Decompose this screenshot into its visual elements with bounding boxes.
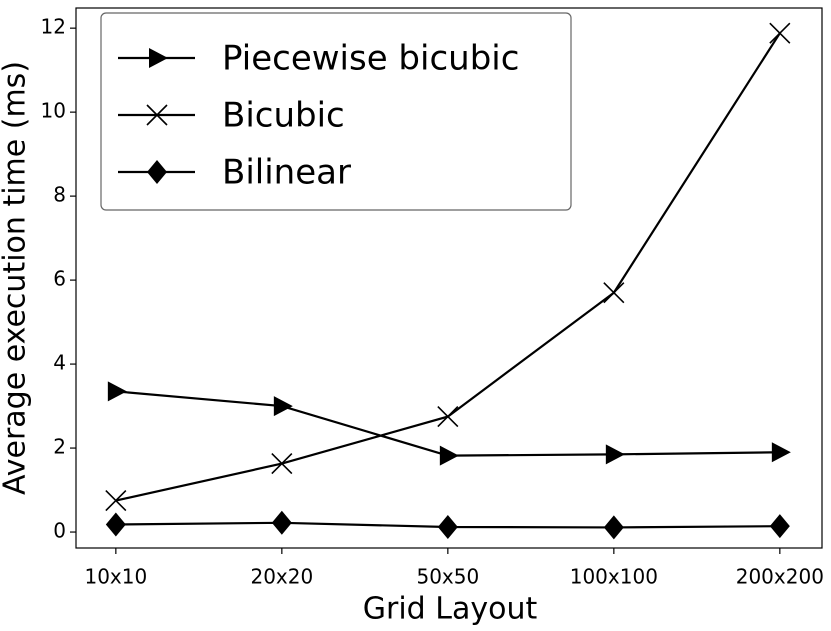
y-tick-label: 2: [53, 435, 66, 459]
plot-frame: [75, 7, 823, 549]
marker: [771, 442, 791, 463]
legend-label: Bicubic: [222, 96, 345, 136]
marker: [273, 396, 293, 417]
marker: [271, 510, 292, 535]
marker: [769, 514, 790, 539]
marker: [105, 512, 126, 537]
marker: [105, 489, 127, 512]
x-axis-label: Grid Layout: [363, 592, 538, 627]
x-tick-label: 20x20: [250, 565, 313, 589]
marker: [271, 453, 293, 475]
marker: [603, 282, 625, 304]
marker: [107, 381, 127, 402]
marker: [146, 104, 168, 126]
y-tick-label: 4: [53, 351, 66, 375]
marker: [439, 445, 459, 466]
y-tick-label: 8: [53, 183, 66, 207]
legend-box: [100, 12, 572, 211]
marker: [603, 515, 624, 540]
y-tick-label: 6: [53, 267, 66, 291]
y-tick-label: 0: [53, 519, 66, 543]
x-tick-label: 10x10: [84, 565, 147, 589]
marker: [437, 515, 458, 540]
x-tick-label: 50x50: [416, 565, 479, 589]
y-tick-label: 10: [41, 99, 66, 123]
legend-label: Piecewise bicubic: [222, 39, 519, 79]
series-line: [115, 390, 780, 457]
legend-label: Bilinear: [222, 153, 351, 193]
marker: [147, 160, 167, 184]
x-tick-label: 100x100: [570, 565, 658, 589]
marker: [149, 48, 168, 68]
x-tick-label: 200x200: [736, 565, 824, 589]
y-axis-label: Average execution time (ms): [0, 61, 33, 495]
marker: [769, 22, 791, 44]
marker: [437, 406, 459, 428]
y-tick-label: 12: [41, 15, 66, 39]
marker: [605, 444, 625, 465]
